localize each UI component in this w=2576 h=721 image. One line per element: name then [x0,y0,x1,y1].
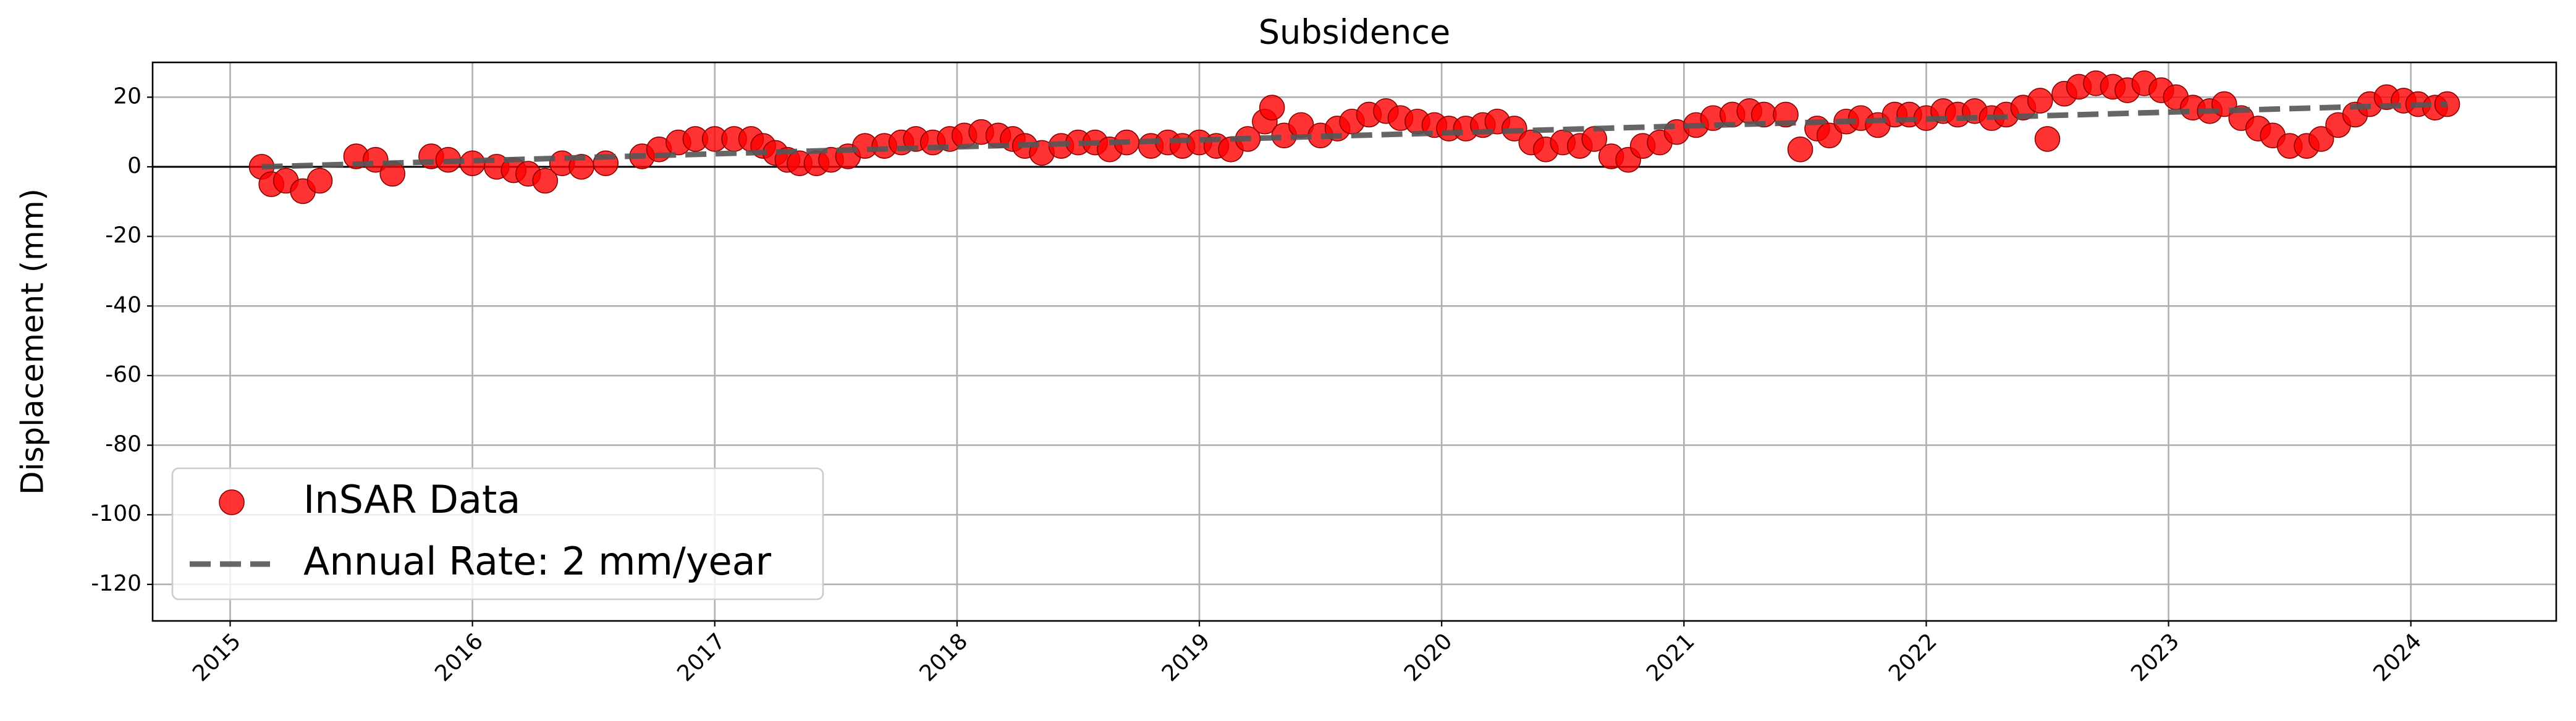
x-tick-label: 2016 [430,628,488,686]
x-tick-label: 2023 [2126,628,2184,686]
y-axis-label: Displacement (mm) [15,188,51,495]
data-point [1259,95,1285,121]
data-point [1787,137,1814,162]
y-tick-label: 20 [113,83,141,109]
y-tick-label: 0 [127,153,141,179]
x-tick-label: 2020 [1400,628,1458,686]
y-tick-label: -20 [105,223,141,248]
y-tick-label: -100 [91,501,141,526]
data-point [2027,88,2053,114]
y-tick-label: -80 [105,432,141,457]
data-point [532,167,559,194]
legend-marker [219,489,245,515]
legend-box [171,467,824,601]
y-tick-label: -40 [105,292,141,318]
legend-label: InSAR Data [303,477,520,522]
x-tick-label: 2019 [1157,628,1215,686]
x-tick-label: 2017 [672,628,730,686]
plot-area [248,70,2460,204]
y-tick-label: -60 [105,362,141,387]
x-tick-label: 2018 [915,628,973,686]
x-tick-label: 2015 [188,628,246,686]
data-point [2308,126,2334,152]
data-point [1816,122,1843,149]
chart-title: Subsidence [1259,13,1451,52]
data-point [2034,126,2061,152]
trend-line [261,101,2447,170]
x-tick-label: 2022 [1884,628,1942,686]
data-point [306,167,333,194]
y-tick-label: -120 [91,571,141,596]
axes-frame [151,61,2557,622]
x-tick-label: 2021 [1642,628,1700,686]
legend-label: Annual Rate: 2 mm/year [303,539,772,584]
x-tick-label: 2024 [2368,628,2426,686]
